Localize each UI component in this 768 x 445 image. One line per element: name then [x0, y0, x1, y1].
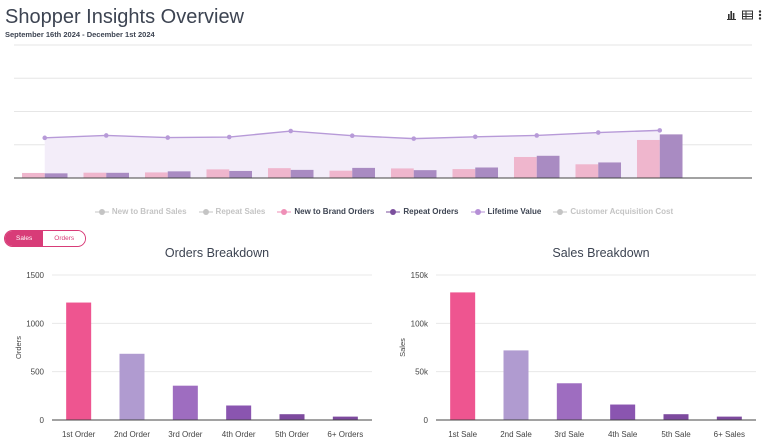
sales-bar [664, 414, 689, 420]
ntb-bar [83, 173, 106, 178]
x-tick-label: 2nd Sale [500, 430, 532, 439]
legend-item[interactable]: Customer Acquisition Cost [553, 207, 673, 216]
ntb-bar [575, 164, 598, 178]
ltv-point [473, 134, 478, 139]
ntb-bar [268, 168, 291, 178]
sales-bar [717, 417, 742, 420]
sales-bar [610, 405, 635, 420]
repeat-bar [106, 173, 129, 178]
legend-item[interactable]: Repeat Orders [386, 207, 458, 216]
ltv-point [165, 135, 170, 140]
ltv-point [534, 133, 539, 138]
legend-label: Customer Acquisition Cost [570, 207, 673, 216]
repeat-bar [168, 171, 191, 178]
chart-title: Orders Breakdown [165, 246, 269, 260]
x-tick-label: 5th Sale [661, 430, 691, 439]
x-tick-label: 3rd Sale [554, 430, 584, 439]
ntb-bar [145, 172, 168, 178]
x-tick-label: 3rd Order [168, 430, 203, 439]
toggle-orders[interactable]: Orders [43, 231, 85, 246]
y-axis-label: Orders [14, 336, 23, 359]
x-tick-label: 1st Order [62, 430, 96, 439]
legend-marker-icon [95, 208, 109, 216]
x-tick-label: 6+ Sales [714, 430, 745, 439]
sales-breakdown-chart: Sales Breakdown 0 50k 100k 150k Sales 1st Sale… [384, 245, 768, 445]
legend-marker-icon [471, 208, 485, 216]
y-tick-label: 150k [411, 271, 429, 280]
legend-item[interactable]: Lifetime Value [471, 207, 542, 216]
x-tick-label: 2nd Order [114, 430, 150, 439]
x-tick-label: 5th Order [275, 430, 309, 439]
ntb-bar [329, 171, 352, 178]
sales-bar [450, 292, 475, 420]
ltv-point [288, 129, 293, 134]
repeat-bar [598, 162, 621, 178]
x-tick-label: 1st Sale [448, 430, 477, 439]
ntb-bar [22, 173, 45, 178]
x-tick-label: 4th Sale [608, 430, 638, 439]
legend-marker-icon [199, 208, 213, 216]
ltv-point [104, 133, 109, 138]
y-tick-label: 1500 [26, 271, 44, 280]
legend-label: New to Brand Orders [294, 207, 374, 216]
repeat-bar [291, 170, 314, 178]
toggle-sales[interactable]: Sales [5, 231, 43, 246]
legend-marker-icon [553, 208, 567, 216]
ntb-bar [514, 157, 537, 178]
ntb-bar [206, 169, 229, 178]
orders-bar [120, 354, 145, 420]
repeat-bar [537, 156, 560, 178]
orders-bar [66, 303, 91, 420]
ltv-point [42, 136, 47, 141]
orders-bar [280, 414, 305, 420]
y-tick-label: 0 [424, 416, 429, 425]
x-tick-label: 4th Order [222, 430, 256, 439]
ltv-point [657, 128, 662, 133]
chart-title: Sales Breakdown [552, 246, 649, 260]
sales-bar [504, 350, 529, 420]
legend-label: New to Brand Sales [112, 207, 187, 216]
legend-label: Lifetime Value [488, 207, 542, 216]
ntb-bar [637, 140, 660, 178]
legend-item[interactable]: New to Brand Orders [277, 207, 374, 216]
y-tick-label: 50k [415, 368, 429, 377]
y-axis-label: Sales [398, 338, 407, 357]
ltv-point [596, 130, 601, 135]
repeat-bar [229, 171, 252, 178]
legend-label: Repeat Orders [403, 207, 458, 216]
y-tick-label: 500 [31, 368, 45, 377]
y-tick-label: 0 [40, 416, 45, 425]
ltv-point [350, 133, 355, 138]
chart-legend: New to Brand Sales Repeat Sales New to Bra… [0, 207, 768, 216]
repeat-bar [414, 170, 437, 178]
ntb-bar [452, 169, 475, 178]
legend-item[interactable]: New to Brand Sales [95, 207, 187, 216]
orders-bar [333, 417, 358, 420]
y-tick-label: 100k [411, 319, 429, 328]
orders-bar [173, 386, 198, 420]
repeat-bar [475, 167, 498, 178]
sales-bar [557, 383, 582, 420]
legend-marker-icon [386, 208, 400, 216]
trend-chart [0, 0, 768, 195]
ltv-point [411, 136, 416, 141]
legend-item[interactable]: Repeat Sales [199, 207, 266, 216]
orders-bar [226, 406, 251, 421]
repeat-bar [352, 168, 375, 178]
y-tick-label: 1000 [26, 319, 44, 328]
orders-breakdown-chart: Orders Breakdown 0 500 1000 1500 Orders 1st Or… [0, 245, 384, 445]
repeat-bar [660, 134, 683, 178]
legend-label: Repeat Sales [216, 207, 266, 216]
repeat-bar [45, 173, 68, 178]
x-tick-label: 6+ Orders [327, 430, 363, 439]
legend-marker-icon [277, 208, 291, 216]
ltv-point [227, 135, 232, 140]
ntb-bar [391, 168, 414, 178]
